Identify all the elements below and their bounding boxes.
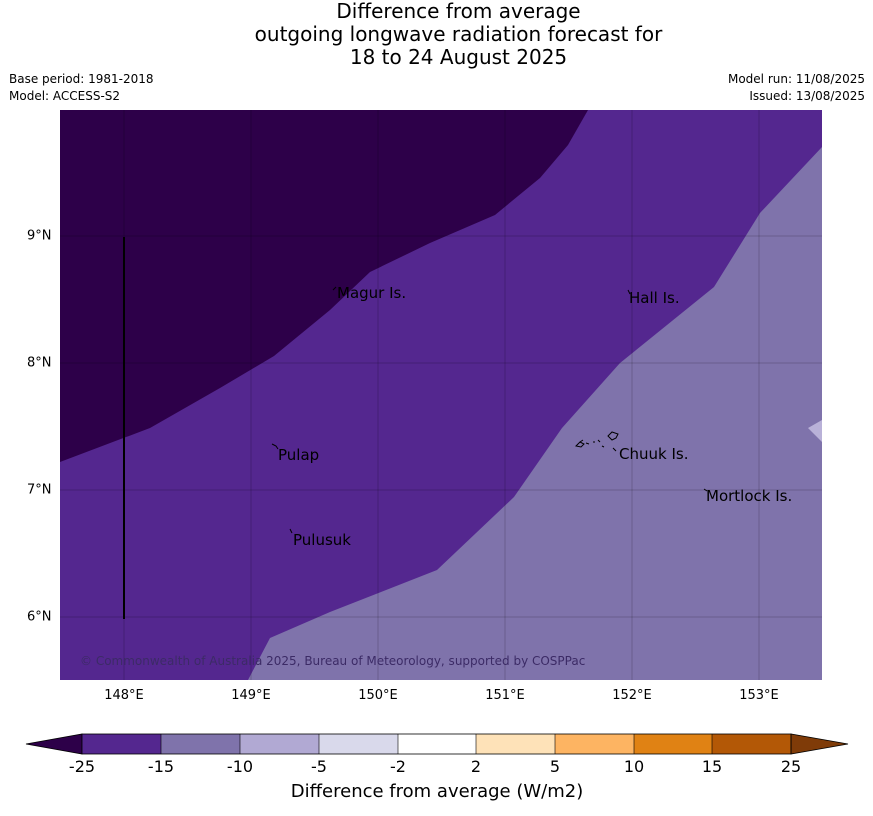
colorbar-bin: [398, 734, 476, 754]
region-below-minus-25: [60, 110, 588, 462]
place-chuuk-is: Chuuk Is.: [619, 445, 689, 463]
lat-label-8n: 8°N: [27, 355, 52, 371]
colorbar-tick-label: 15: [701, 757, 723, 776]
grid-lines: [60, 110, 822, 680]
colorbar-bin: [712, 734, 791, 754]
lat-label-6n: 6°N: [27, 609, 52, 625]
region-minus-5-to-minus-2: [808, 420, 822, 442]
colorbar-bin: [555, 734, 634, 754]
map-regions: [60, 110, 822, 680]
colorbar-bin: [476, 734, 555, 754]
colorbar-bin: [161, 734, 240, 754]
colorbar-tick-label: 2: [470, 757, 482, 776]
meta-right: Model run: 11/08/2025 Issued: 13/08/2025: [728, 71, 865, 105]
colorbar-tick-label: 5: [549, 757, 561, 776]
lat-label-9n: 9°N: [27, 228, 52, 244]
colorbar-frame: [81, 733, 792, 755]
chart-title: Difference from average outgoing longwav…: [0, 0, 873, 69]
place-pulusuk: Pulusuk: [293, 531, 351, 549]
base-period: Base period: 1981-2018: [9, 72, 154, 86]
colorbar-title: Difference from average (W/m2): [290, 781, 584, 802]
colorbar-tick-label: -5: [311, 757, 327, 776]
place-magur-is: Magur Is.: [337, 284, 407, 302]
colorbar-extend-low: [25, 733, 83, 755]
colorbar-tick-label: -10: [226, 757, 254, 776]
island-outlines: [271, 286, 708, 534]
place-hall-is: Hall Is.: [629, 289, 680, 307]
issued-date: Issued: 13/08/2025: [749, 89, 865, 103]
model-run: Model run: 11/08/2025: [727, 72, 865, 86]
meta-left: Base period: 1981-2018 Model: ACCESS-S2: [9, 71, 154, 105]
lon-label-149e: 149°E: [231, 688, 271, 703]
title-line-2: outgoing longwave radiation forecast for: [254, 22, 663, 46]
colorbar-bin: [634, 734, 712, 754]
model-name: Model: ACCESS-S2: [9, 89, 121, 103]
colorbar-bin: [319, 734, 398, 754]
colorbar-bin: [82, 734, 161, 754]
colorbar-tick-label: 25: [780, 757, 802, 776]
title-line-1: Difference from average: [336, 0, 581, 23]
lon-label-148e: 148°E: [104, 688, 144, 703]
lon-label-152e: 152°E: [612, 688, 652, 703]
place-pulap: Pulap: [278, 446, 320, 464]
colorbar-tick-label: -25: [68, 757, 96, 776]
copyright-notice: © Commonwealth of Australia 2025, Bureau…: [80, 654, 586, 668]
lon-label-151e: 151°E: [485, 688, 525, 703]
lon-label-150e: 150°E: [358, 688, 398, 703]
lon-label-153e: 153°E: [739, 688, 779, 703]
place-mortlock-is: Mortlock Is.: [706, 487, 793, 505]
lat-label-7n: 7°N: [27, 482, 52, 498]
title-line-3: 18 to 24 August 2025: [349, 45, 568, 69]
colorbar-tick-label: -15: [147, 757, 175, 776]
colorbar-tick-label: -2: [390, 757, 406, 776]
colorbar-tick-label: 10: [623, 757, 645, 776]
colorbar-bin: [240, 734, 319, 754]
colorbar-extend-high: [790, 733, 849, 755]
